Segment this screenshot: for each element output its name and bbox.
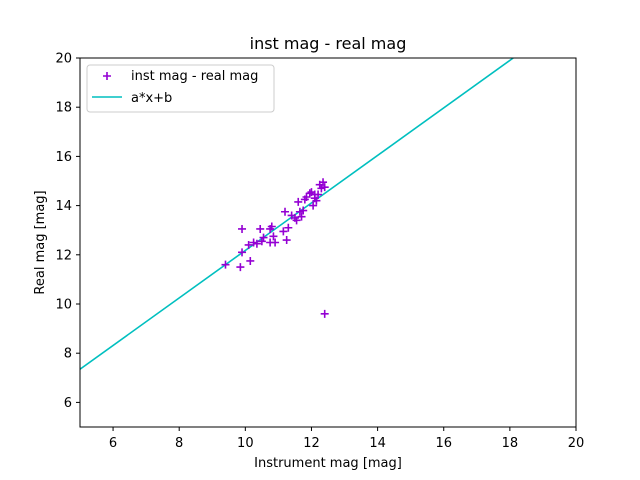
data-point bbox=[244, 240, 253, 249]
plot-area bbox=[80, 58, 514, 370]
x-tick-label: 20 bbox=[568, 436, 585, 451]
x-axis: 6 8 10 12 14 16 18 20 bbox=[109, 427, 584, 451]
data-point bbox=[267, 222, 276, 231]
legend-box bbox=[86, 64, 275, 113]
data-point bbox=[314, 190, 323, 199]
legend-label-line: a*x+b bbox=[131, 91, 172, 106]
y-axis: 6 8 10 12 14 16 18 20 bbox=[55, 52, 80, 411]
data-point bbox=[279, 227, 288, 236]
data-point bbox=[320, 309, 329, 318]
fit-line bbox=[80, 58, 514, 370]
x-tick-label: 8 bbox=[175, 436, 183, 451]
y-tick-label: 12 bbox=[55, 248, 72, 263]
data-point bbox=[256, 224, 265, 233]
plot-frame bbox=[79, 57, 577, 428]
legend-label-scatter: inst mag - real mag bbox=[131, 69, 258, 84]
data-point bbox=[282, 236, 291, 245]
y-tick-label: 18 bbox=[55, 101, 72, 116]
data-point bbox=[271, 238, 280, 247]
y-tick-label: 16 bbox=[55, 150, 72, 165]
x-tick-label: 12 bbox=[303, 436, 320, 451]
chart-title: inst mag - real mag bbox=[250, 34, 407, 53]
legend-plus-marker bbox=[103, 72, 111, 80]
x-tick-label: 18 bbox=[502, 436, 519, 451]
data-point bbox=[297, 212, 306, 221]
legend: inst mag - real mag a*x+b bbox=[86, 64, 275, 113]
data-point bbox=[269, 232, 278, 241]
y-tick-label: 6 bbox=[64, 396, 72, 411]
data-point bbox=[246, 256, 255, 265]
data-point bbox=[312, 196, 321, 205]
x-tick-label: 16 bbox=[435, 436, 452, 451]
data-point bbox=[238, 248, 247, 257]
data-point bbox=[238, 224, 247, 233]
y-tick-label: 10 bbox=[55, 298, 72, 313]
data-point bbox=[294, 197, 303, 206]
x-axis-label: Instrument mag [mag] bbox=[254, 456, 402, 471]
data-point bbox=[221, 260, 230, 269]
legend-marker-scatter bbox=[103, 72, 111, 80]
x-tick-label: 14 bbox=[369, 436, 386, 451]
data-point bbox=[309, 201, 318, 210]
data-point bbox=[319, 178, 328, 187]
data-point bbox=[284, 223, 293, 232]
data-point bbox=[259, 233, 268, 242]
data-point bbox=[299, 206, 308, 215]
data-point bbox=[320, 183, 329, 192]
y-tick-label: 14 bbox=[55, 199, 72, 214]
data-point bbox=[281, 207, 290, 216]
x-tick-label: 6 bbox=[109, 436, 117, 451]
data-point bbox=[292, 216, 301, 225]
data-point bbox=[257, 237, 266, 246]
data-point bbox=[305, 189, 314, 198]
x-tick-label: 10 bbox=[237, 436, 254, 451]
y-tick-label: 8 bbox=[64, 347, 72, 362]
y-tick-label: 20 bbox=[55, 52, 72, 67]
data-point bbox=[252, 239, 261, 248]
data-point bbox=[236, 263, 245, 272]
y-axis-label: Real mag [mag] bbox=[33, 190, 48, 294]
